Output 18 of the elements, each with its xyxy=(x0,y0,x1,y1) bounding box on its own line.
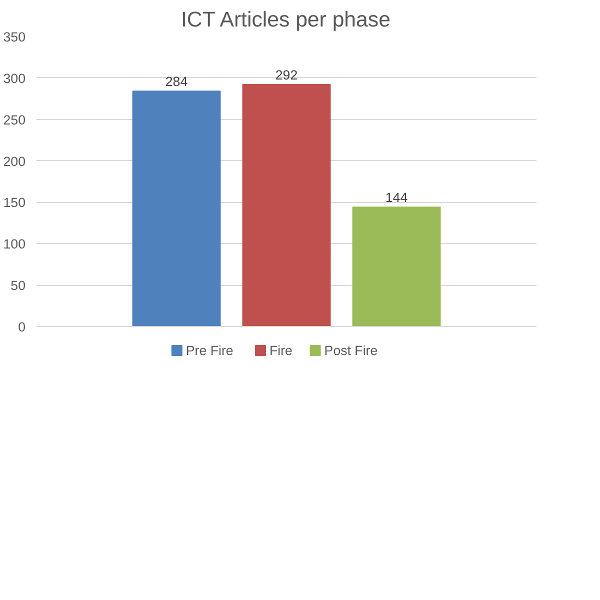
y-tick-label: 300 xyxy=(3,70,26,86)
legend-label: Post Fire xyxy=(324,343,378,358)
data-label: 292 xyxy=(275,68,298,83)
data-label: 144 xyxy=(385,190,408,206)
bar xyxy=(352,206,441,326)
legend-label: Pre Fire xyxy=(186,343,234,358)
bar xyxy=(132,90,221,326)
data-label: 284 xyxy=(165,74,188,90)
y-tick-label: 200 xyxy=(3,154,26,169)
y-tick-label: 350 xyxy=(3,30,26,44)
y-tick-label: 50 xyxy=(10,278,26,294)
chart-title: ICT Articles per phase xyxy=(181,8,390,32)
y-tick-label: 250 xyxy=(3,112,26,128)
y-tick-label: 150 xyxy=(3,195,26,210)
bar xyxy=(242,84,331,326)
legend-label: Fire xyxy=(270,343,292,358)
y-tick-label: 0 xyxy=(18,320,26,334)
y-tick-label: 100 xyxy=(3,236,26,252)
